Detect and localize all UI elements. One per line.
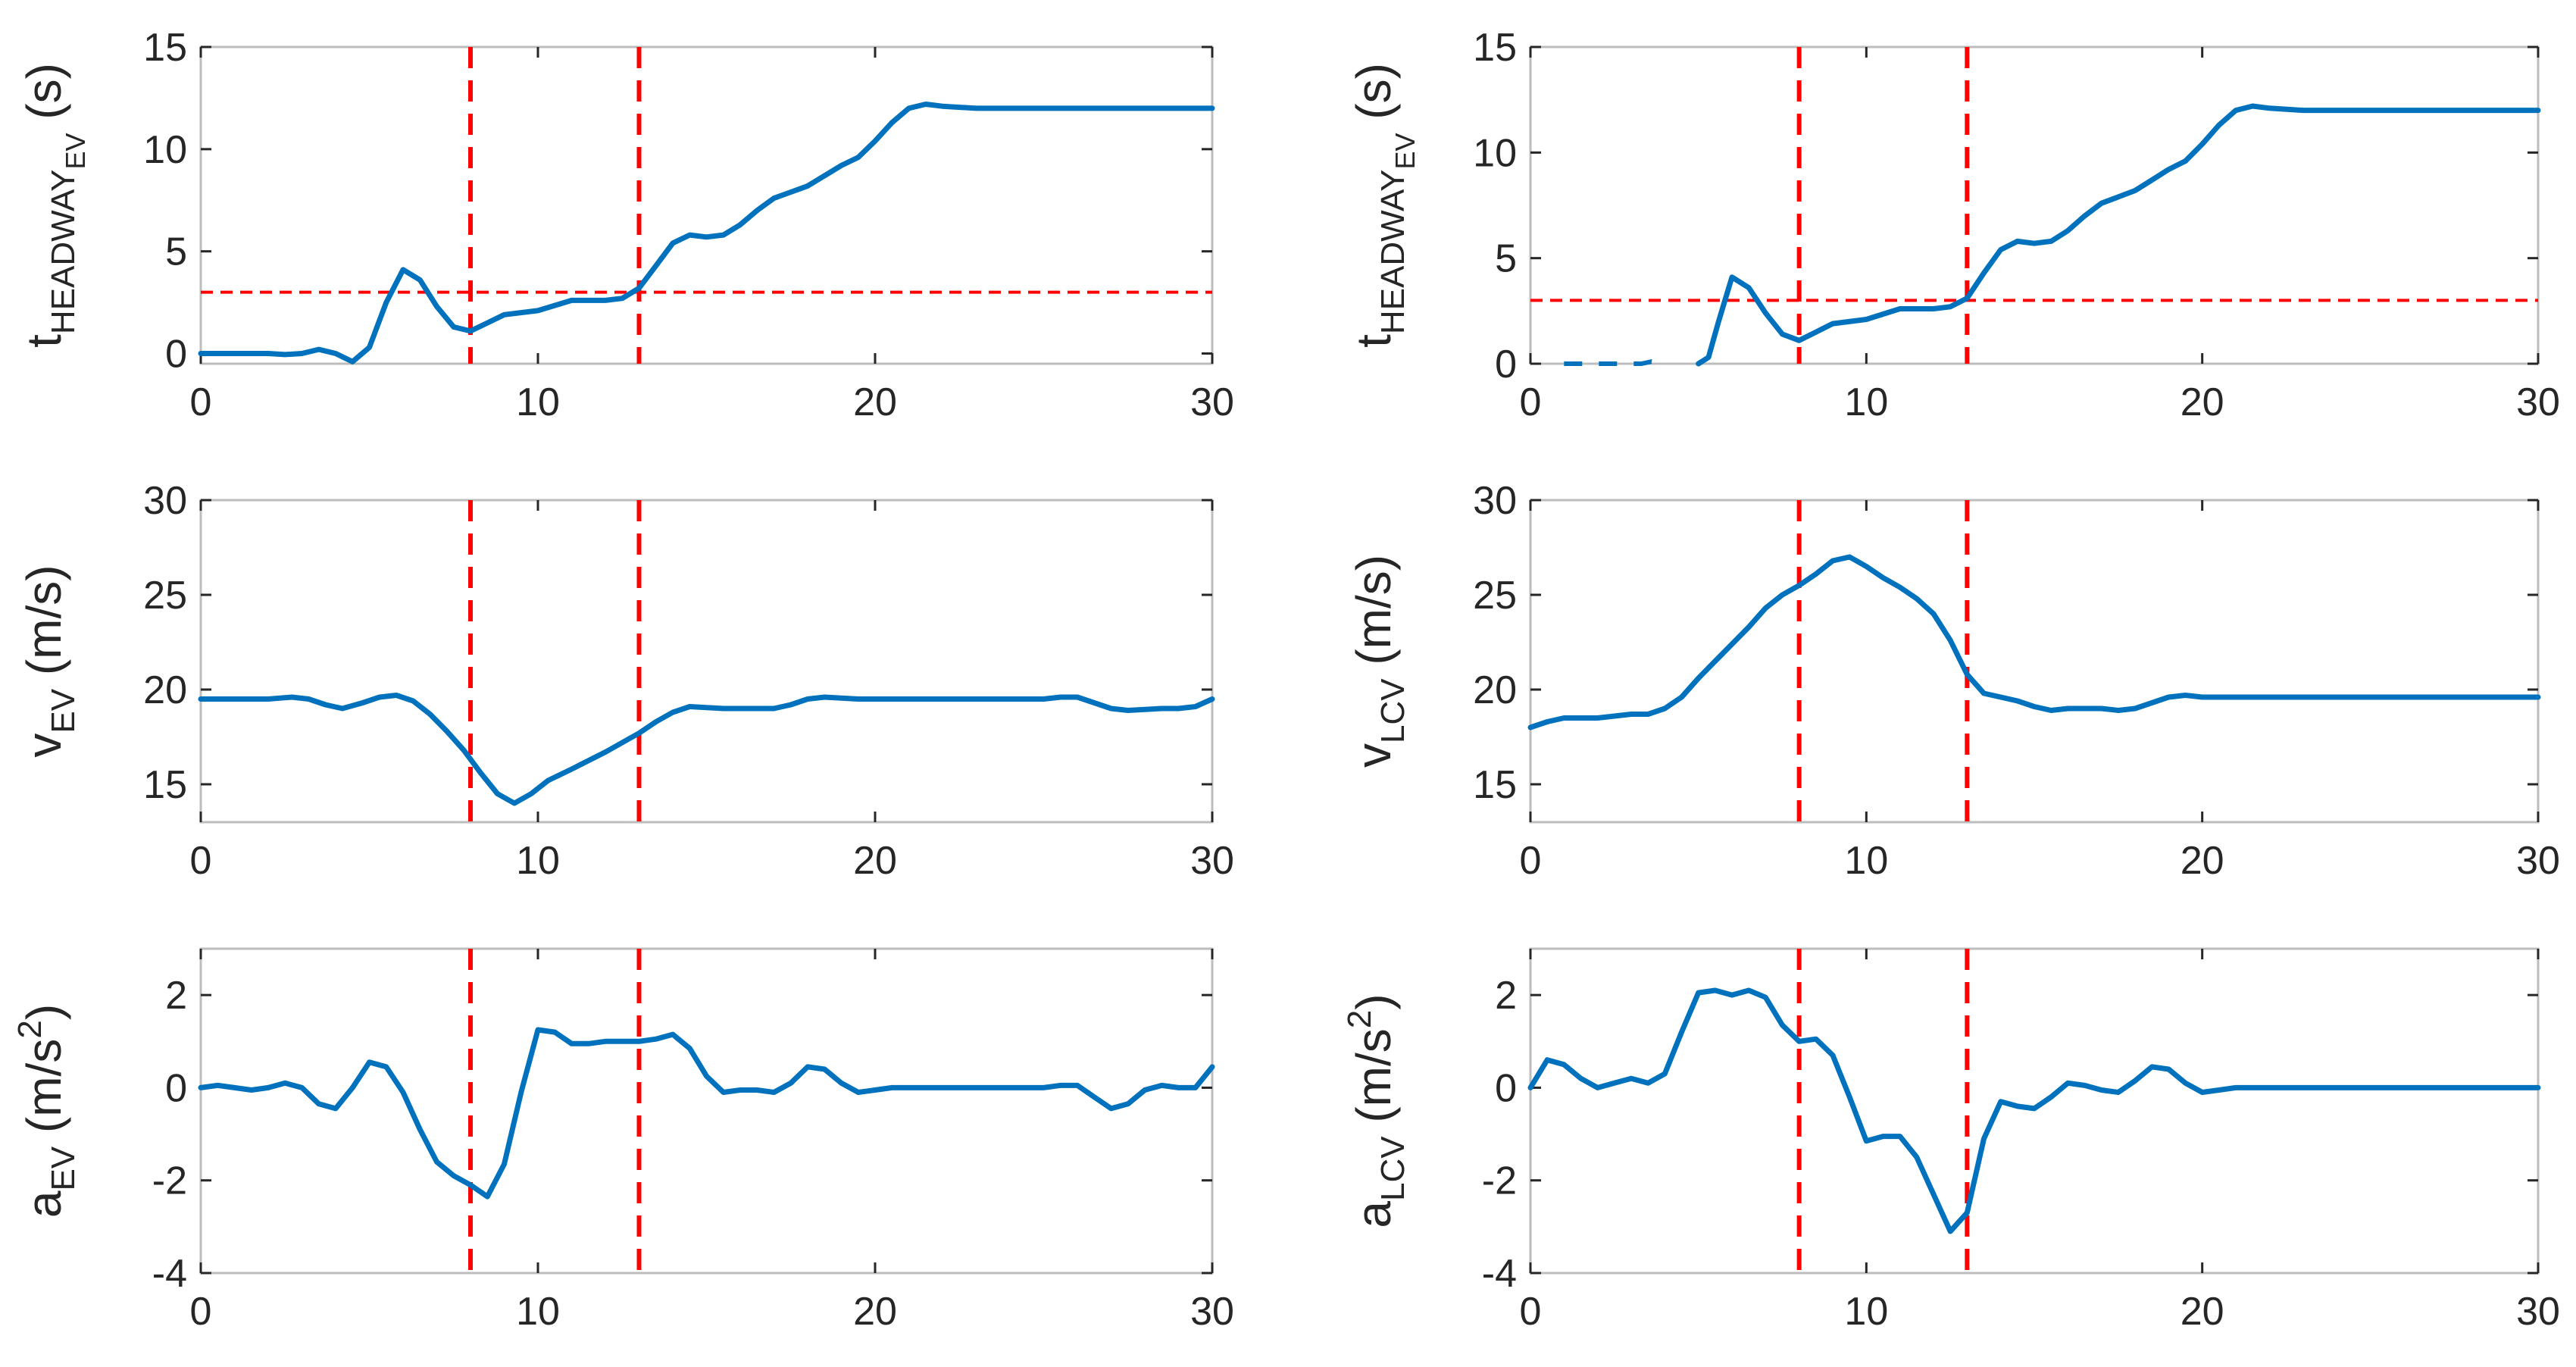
y-tick-label: -2 xyxy=(152,1159,187,1203)
axes-frame xyxy=(199,45,1214,365)
y-axis-label: vLCV (m/s) xyxy=(1346,555,1411,768)
axes-frame xyxy=(1529,499,2540,824)
y-axis-label: vEV (m/s) xyxy=(17,565,82,757)
x-tick-label: 30 xyxy=(1190,380,1234,424)
y-tick-label: 15 xyxy=(143,763,187,807)
y-axis-label: aEV (m/s2) xyxy=(11,1004,82,1218)
y-tick-label: 5 xyxy=(1495,237,1517,281)
y-tick-label: -4 xyxy=(152,1252,187,1296)
y-tick-label: 15 xyxy=(1473,26,1517,70)
y-axis-label: tHEADWAYEV (s) xyxy=(1346,63,1421,348)
panel-lcv-accel: 0 10 20 30 -4 -2 0 2 aLCV (m/s2) xyxy=(1341,947,2560,1334)
y-tick-label: 0 xyxy=(1495,1066,1517,1110)
x-tick-label: 0 xyxy=(1520,380,1542,424)
x-tick-label: 0 xyxy=(190,839,212,883)
x-tick-label: 20 xyxy=(853,839,897,883)
panel-lcv-headway: 0 10 20 30 0 5 10 15 tHEADWAYEV (s) xyxy=(1346,26,2560,424)
y-tick-label: 25 xyxy=(1473,574,1517,618)
axes-frame xyxy=(1529,45,2540,365)
y-tick-label: -2 xyxy=(1482,1159,1517,1203)
y-tick-label: 10 xyxy=(1473,131,1517,175)
y-tick-label: -4 xyxy=(1482,1252,1517,1296)
y-axis-label: tHEADWAYEV (s) xyxy=(17,63,91,348)
x-tick-label: 10 xyxy=(1844,839,1888,883)
x-tick-label: 20 xyxy=(2181,839,2224,883)
x-tick-label: 0 xyxy=(1520,839,1542,883)
y-tick-label: 30 xyxy=(1473,479,1517,523)
x-tick-label: 20 xyxy=(2181,1290,2224,1334)
y-tick-label: 20 xyxy=(143,668,187,712)
y-tick-label: 0 xyxy=(1495,343,1517,386)
y-tick-label: 25 xyxy=(143,574,187,618)
y-tick-label: 2 xyxy=(1495,974,1517,1018)
y-tick-label: 15 xyxy=(143,26,187,70)
x-tick-label: 10 xyxy=(1844,1290,1888,1334)
x-tick-label: 0 xyxy=(190,1290,212,1334)
x-tick-label: 20 xyxy=(853,1290,897,1334)
series-dashed-segment xyxy=(1564,359,1662,366)
series-line xyxy=(1527,987,2541,1234)
x-tick-label: 10 xyxy=(516,1290,560,1334)
x-tick-label: 0 xyxy=(190,380,212,424)
panel-lcv-velocity: 0 10 20 30 15 20 25 30 vLCV (m/s) xyxy=(1346,479,2560,883)
x-tick-label: 30 xyxy=(2516,839,2560,883)
y-tick-label: 5 xyxy=(165,230,187,274)
y-tick-label: 0 xyxy=(165,1066,187,1110)
y-tick-label: 10 xyxy=(143,128,187,172)
axes-frame xyxy=(1529,947,2540,1275)
x-tick-label: 20 xyxy=(853,380,897,424)
series-line xyxy=(1696,103,2541,367)
x-tick-label: 30 xyxy=(2516,1290,2560,1334)
x-tick-label: 30 xyxy=(1190,839,1234,883)
y-tick-label: 30 xyxy=(143,479,187,523)
x-tick-label: 10 xyxy=(1844,380,1888,424)
series-line xyxy=(1527,554,2541,730)
x-tick-label: 30 xyxy=(2516,380,2560,424)
panel-ev-velocity: 0 10 20 30 15 20 25 30 vEV (m/s) xyxy=(17,479,1234,883)
panel-ev-headway: 0 10 20 30 0 5 10 15 tHEADWAYEV (s) xyxy=(17,26,1234,424)
x-tick-label: 0 xyxy=(1520,1290,1542,1334)
x-tick-label: 10 xyxy=(516,380,560,424)
y-tick-label: 20 xyxy=(1473,668,1517,712)
y-tick-label: 2 xyxy=(165,974,187,1018)
x-tick-label: 10 xyxy=(516,839,560,883)
series-line xyxy=(198,102,1215,364)
panel-ev-accel: 0 10 20 30 -4 -2 0 2 aEV (m/s2) xyxy=(11,947,1234,1334)
axes-frame xyxy=(199,499,1214,824)
x-tick-label: 20 xyxy=(2181,380,2224,424)
axes-frame xyxy=(199,947,1214,1275)
series-line xyxy=(198,1027,1215,1200)
y-axis-label: aLCV (m/s2) xyxy=(1341,993,1411,1228)
x-tick-label: 30 xyxy=(1190,1290,1234,1334)
series-line xyxy=(198,693,1215,806)
y-tick-label: 15 xyxy=(1473,763,1517,807)
y-tick-label: 0 xyxy=(165,333,187,377)
